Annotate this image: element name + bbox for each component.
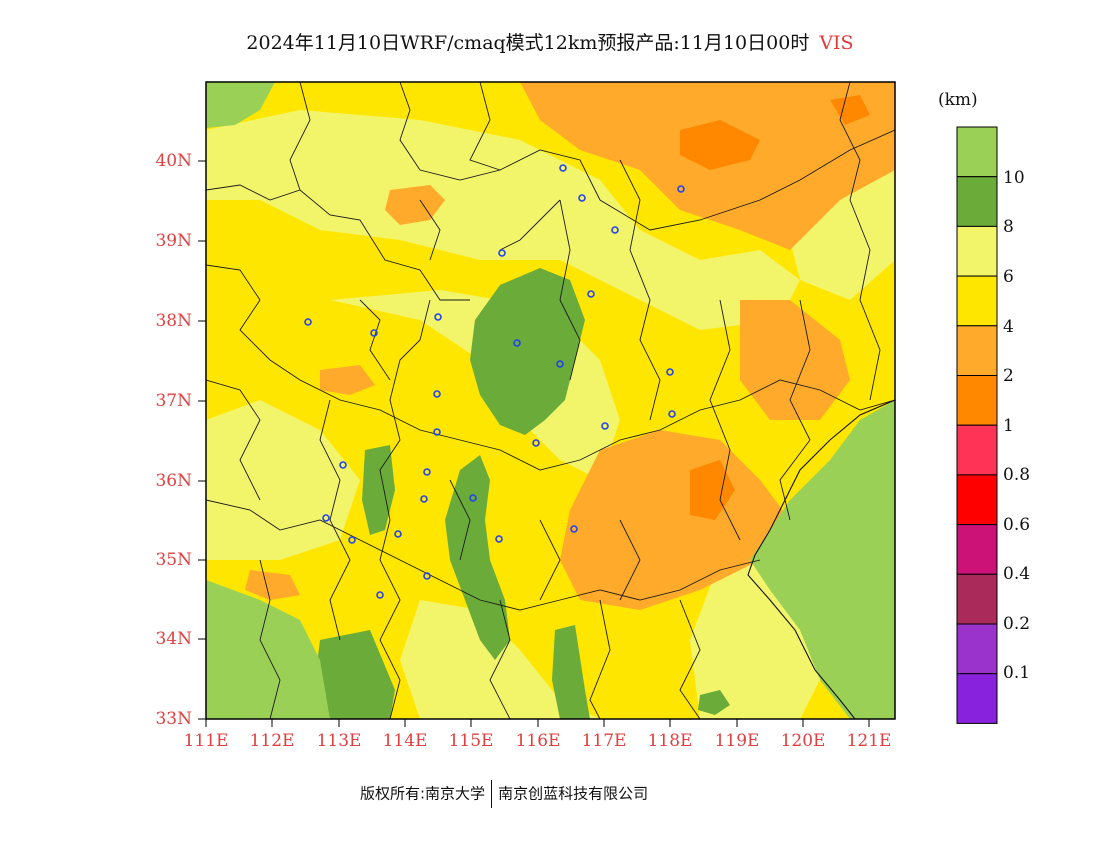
lon-label-115e: 115E — [448, 731, 494, 751]
colorbar-swatch-3 — [956, 275, 998, 327]
lon-label-116e: 116E — [515, 731, 561, 751]
field-darkgreen-s2 — [552, 625, 590, 719]
lon-label-113e: 113E — [316, 731, 362, 751]
field-darkgreen-e — [698, 690, 730, 715]
field-light-north — [206, 110, 800, 330]
colorbar-label-6: 6 — [1003, 267, 1014, 287]
lat-label-37n: 37N — [155, 391, 192, 411]
lon-label-118e: 118E — [647, 731, 693, 751]
colorbar-label-2: 2 — [1003, 366, 1014, 386]
lat-label-38n: 38N — [155, 311, 192, 331]
lon-label-120e: 120E — [780, 731, 826, 751]
colorbar-swatch-2 — [956, 225, 998, 277]
colorbar-swatch-0 — [956, 126, 998, 178]
field-darkgreen-center — [470, 268, 585, 435]
lat-label-39n: 39N — [155, 231, 192, 251]
title-main: 2024年11月10日WRF/cmaq模式12km预报产品:11月10日00时 — [246, 32, 810, 54]
footer-separator — [491, 780, 493, 808]
footer-right: 南京创蓝科技有限公司 — [498, 784, 649, 803]
footer-left: 版权所有:南京大学 — [360, 784, 486, 803]
lon-label-117e: 117E — [581, 731, 627, 751]
colorbar — [956, 126, 998, 724]
field-darkgreen-left — [362, 445, 395, 535]
field-orange-sw — [245, 570, 300, 600]
title-variable: VIS — [819, 32, 854, 54]
colorbar-swatch-8 — [956, 524, 998, 575]
admin-boundaries — [206, 82, 895, 719]
city-markers — [304, 164, 685, 599]
lat-label-36n: 36N — [155, 471, 192, 491]
copyright-footer: 版权所有:南京大学 南京创蓝科技有限公司 — [360, 780, 648, 808]
colorbar-swatch-1 — [956, 176, 998, 227]
field-light-west — [206, 400, 360, 560]
colorbar-label-0-1: 0.1 — [1003, 663, 1031, 683]
field-lightgreen-nw — [206, 82, 275, 128]
colorbar-label-4: 4 — [1003, 317, 1014, 337]
lon-label-114e: 114E — [382, 731, 428, 751]
lon-label-112e: 112E — [249, 731, 295, 751]
lon-label-119e: 119E — [714, 731, 760, 751]
colorbar-swatch-10 — [956, 623, 998, 675]
field-darkgreen-strip — [445, 455, 510, 660]
field-deeporange-n2 — [830, 95, 870, 125]
field-deeporange-se — [690, 460, 735, 520]
lat-label-33n: 33N — [155, 709, 192, 729]
field-lightgreen-sea — [750, 400, 895, 719]
map-title: 2024年11月10日WRF/cmaq模式12km预报产品:11月10日00时 V… — [0, 28, 1100, 55]
lat-label-35n: 35N — [155, 550, 192, 570]
field-darkgreen-south — [315, 630, 395, 719]
colorbar-label-0-8: 0.8 — [1003, 465, 1031, 485]
colorbar-swatch-5 — [956, 375, 998, 426]
colorbar-label-0-6: 0.6 — [1003, 515, 1031, 535]
colorbar-swatch-11 — [956, 673, 998, 724]
lat-label-34n: 34N — [155, 629, 192, 649]
colorbar-label-0-4: 0.4 — [1003, 564, 1031, 584]
field-orange-w — [320, 365, 375, 395]
colorbar-swatch-6 — [956, 424, 998, 476]
colorbar-swatch-9 — [956, 573, 998, 625]
colorbar-swatch-7 — [956, 474, 998, 526]
tick-marks — [198, 160, 870, 727]
field-deeporange-north — [680, 120, 760, 170]
colorbar-label-0-2: 0.2 — [1003, 614, 1031, 634]
coastline — [747, 399, 895, 719]
field-orange-southeast — [560, 430, 790, 610]
field-lightgreen-sw — [206, 580, 330, 719]
colorbar-unit: (km) — [938, 90, 978, 110]
lat-label-40n: 40N — [155, 151, 192, 171]
colorbar-label-10: 10 — [1003, 168, 1025, 188]
colorbar-label-8: 8 — [1003, 217, 1014, 237]
field-orange-east — [740, 300, 850, 420]
lon-label-111e: 111E — [183, 731, 229, 751]
colorbar-label-1: 1 — [1003, 416, 1014, 436]
lon-label-121e: 121E — [846, 731, 892, 751]
colorbar-swatch-4 — [956, 325, 998, 376]
